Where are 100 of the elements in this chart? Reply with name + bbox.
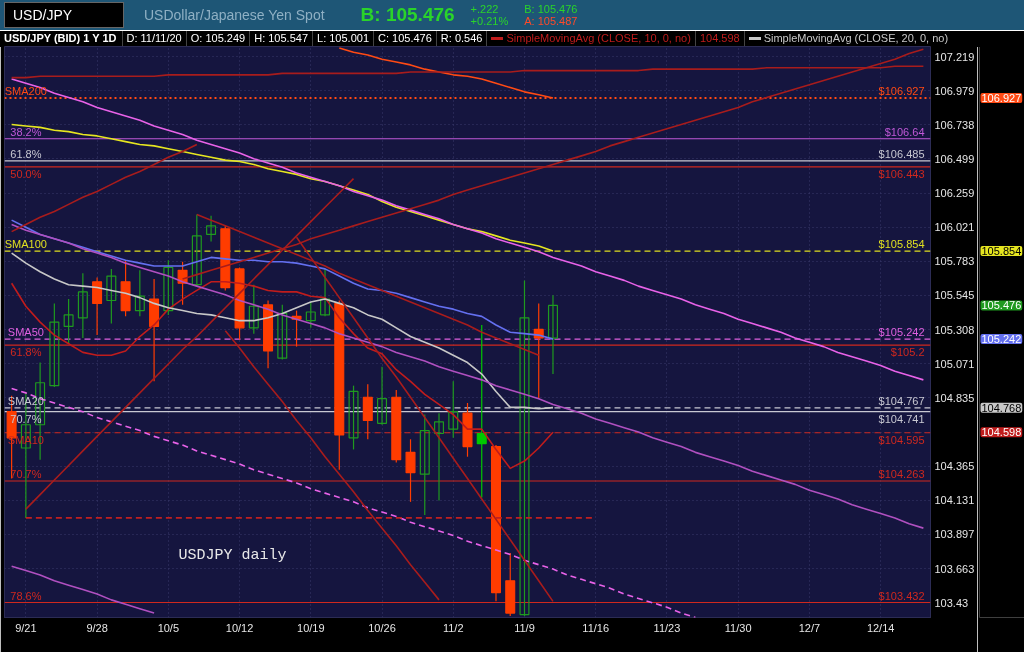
x-tick-label: 10/12 xyxy=(225,621,254,634)
line-series xyxy=(10,143,198,233)
ref-line-label: $104.595 xyxy=(878,433,925,446)
annotation: SMA50 xyxy=(7,326,44,339)
candlestick xyxy=(134,269,145,317)
text: L: 105.001 xyxy=(312,31,374,47)
text: 104.598 xyxy=(981,426,1022,439)
ref-line-label: $103.432 xyxy=(878,589,925,602)
candlestick xyxy=(206,215,217,243)
candlestick xyxy=(92,276,103,336)
text: H: 105.547 xyxy=(249,31,313,47)
annotation: 50.0% xyxy=(10,167,42,180)
candlestick xyxy=(191,213,202,287)
x-tick-label: 12/7 xyxy=(798,621,821,634)
chart-title: USD/JPY (BID) 1 Y 1D xyxy=(3,31,118,46)
ref-line-label: $105.242 xyxy=(878,326,925,339)
candlestick xyxy=(433,412,445,501)
y-tick-label: 107.219 xyxy=(934,50,975,63)
candlestick xyxy=(77,272,88,339)
candlestick xyxy=(348,385,359,451)
candlestick xyxy=(63,298,74,345)
ref-line-label: $105.2 xyxy=(890,346,925,359)
text: B: 105.476 xyxy=(360,3,455,28)
text: R: 0.546 xyxy=(435,31,487,47)
annotation: 78.6% xyxy=(10,589,42,602)
ref-line-label: $104.767 xyxy=(878,394,925,407)
annotation: 61.8% xyxy=(10,346,42,359)
candlestick xyxy=(448,380,459,439)
chart-subtitle: USDollar/Japanese Yen Spot xyxy=(144,6,325,25)
text: 104.598 xyxy=(694,31,744,47)
x-tick-label: 10/5 xyxy=(157,621,180,634)
y-tick-label: 105.071 xyxy=(934,357,975,370)
y-tick-label: 104.131 xyxy=(934,494,975,507)
text: A: 105.487 xyxy=(524,15,578,27)
x-tick-label: 9/28 xyxy=(86,621,108,634)
candlestick xyxy=(277,304,288,361)
y-tick-label: 105.783 xyxy=(934,255,975,268)
text: O: 105.249 xyxy=(185,31,250,47)
y-tick-label: 106.499 xyxy=(934,152,975,165)
candlestick xyxy=(49,302,60,388)
text: 105.854 xyxy=(981,245,1022,258)
x-tick-label: 11/2 xyxy=(442,621,464,634)
candlestick xyxy=(519,279,530,617)
candlestick xyxy=(248,284,259,335)
ref-line-label: $106.443 xyxy=(878,167,925,180)
annotation: SMA200 xyxy=(4,84,47,97)
ref-line-label: $106.64 xyxy=(884,125,925,138)
text: B: 105.476 xyxy=(524,3,578,15)
annotation: SMA100 xyxy=(4,238,47,251)
x-tick-label: 11/30 xyxy=(724,621,752,634)
candlestick xyxy=(362,383,373,440)
x-tick-label: 9/21 xyxy=(15,621,37,634)
y-tick-label: 106.979 xyxy=(934,84,975,97)
y-tick-label: 103.43 xyxy=(934,596,969,609)
text: D: 11/11/20 xyxy=(121,31,186,47)
x-tick-label: 12/14 xyxy=(866,621,895,634)
candlestick xyxy=(405,438,416,503)
ref-line-label: $104.741 xyxy=(878,412,925,425)
ref-line-label: $105.854 xyxy=(878,238,925,251)
x-tick-label: 11/9 xyxy=(514,621,535,634)
x-tick-label: 10/19 xyxy=(297,621,325,634)
line-series xyxy=(10,565,155,614)
text: 104.768 xyxy=(981,401,1022,414)
x-tick-label: 10/26 xyxy=(368,621,396,634)
text: 105.242 xyxy=(981,333,1022,346)
text: USD/JPY xyxy=(4,2,124,28)
text: +.222 xyxy=(470,3,499,15)
y-tick-label: 103.663 xyxy=(934,562,975,575)
text: +0.21% xyxy=(470,15,509,27)
annotation: 38.2% xyxy=(10,125,42,138)
ref-line-label: $106.927 xyxy=(878,84,925,97)
legend-label: SimpleMovingAvg (CLOSE, 10, 0, no) xyxy=(506,31,692,46)
y-tick-label: 105.308 xyxy=(934,323,975,336)
line-series xyxy=(10,281,554,470)
ref-line-label: $106.485 xyxy=(878,147,925,160)
line-series xyxy=(10,387,697,618)
candlestick xyxy=(547,294,558,375)
candlestick xyxy=(163,259,174,316)
candlestick xyxy=(320,268,331,317)
x-tick-label: 11/16 xyxy=(582,621,610,634)
text: 105.476 xyxy=(981,299,1022,312)
y-tick-label: 105.545 xyxy=(934,289,975,302)
candlestick xyxy=(476,324,487,499)
text: 106.927 xyxy=(981,91,1022,104)
y-tick-label: 104.365 xyxy=(934,460,975,473)
candlestick xyxy=(377,366,388,426)
y-tick-label: 106.738 xyxy=(934,118,975,131)
y-tick-label: 106.021 xyxy=(934,221,975,234)
annotation: USDJPY daily xyxy=(178,547,287,564)
y-tick-label: 106.259 xyxy=(934,187,975,200)
y-tick-label: 103.897 xyxy=(934,528,975,541)
y-tick-label: 104.835 xyxy=(934,391,975,404)
annotation: 61.8% xyxy=(10,147,42,160)
candlestick xyxy=(419,414,430,516)
legend-label: SimpleMovingAvg (CLOSE, 20, 0, no) xyxy=(763,31,950,46)
candlestick xyxy=(305,301,316,329)
text: C: 105.476 xyxy=(373,31,436,47)
x-tick-label: 11/23 xyxy=(653,621,681,634)
ref-line-label: $104.263 xyxy=(878,468,925,481)
candlestick xyxy=(106,268,117,325)
